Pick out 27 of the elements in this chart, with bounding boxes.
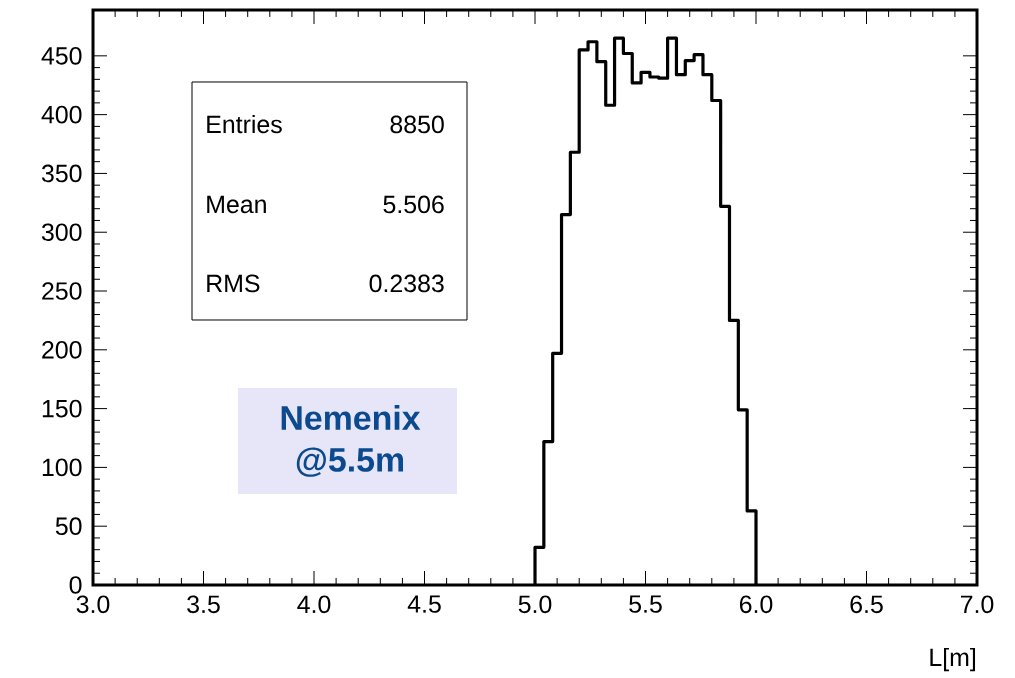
y-tick-label: 0 [69,576,82,594]
y-tick-label: 300 [41,223,82,242]
y-tick-label: 350 [41,164,82,183]
annotation: 5.506 [383,195,444,214]
y-tick-label: 200 [42,340,82,359]
x-tick-label: 7.0 [960,595,994,614]
annotation: Mean [207,195,266,214]
y-tick-label: 400 [41,105,82,124]
annotation: 8850 [390,115,444,134]
x-tick-label: 3.5 [187,595,220,614]
y-tick-label: 150 [42,399,82,418]
x-tick-label: 5.0 [518,595,552,614]
x-tick-label: 6.0 [739,595,773,614]
annotation: RMS [207,274,260,293]
y-tick-label: 250 [42,282,82,300]
annotation: 0.2383 [369,274,444,293]
x-tick-label: 4.0 [297,595,331,614]
annotation: Entries [207,114,282,134]
x-tick-label: 6.5 [850,595,883,614]
x-tick-label: 3.0 [76,595,110,614]
y-tick-label: 50 [55,517,82,536]
y-tick-label: 100 [42,458,82,477]
y-tick-label: 450 [41,47,82,65]
annotation: Nemenix @5.5m [281,405,421,477]
x-tick-label: 5.5 [629,595,662,613]
x-tick-label: 4.5 [407,595,441,613]
x-axis-title: L[m] [930,647,976,672]
